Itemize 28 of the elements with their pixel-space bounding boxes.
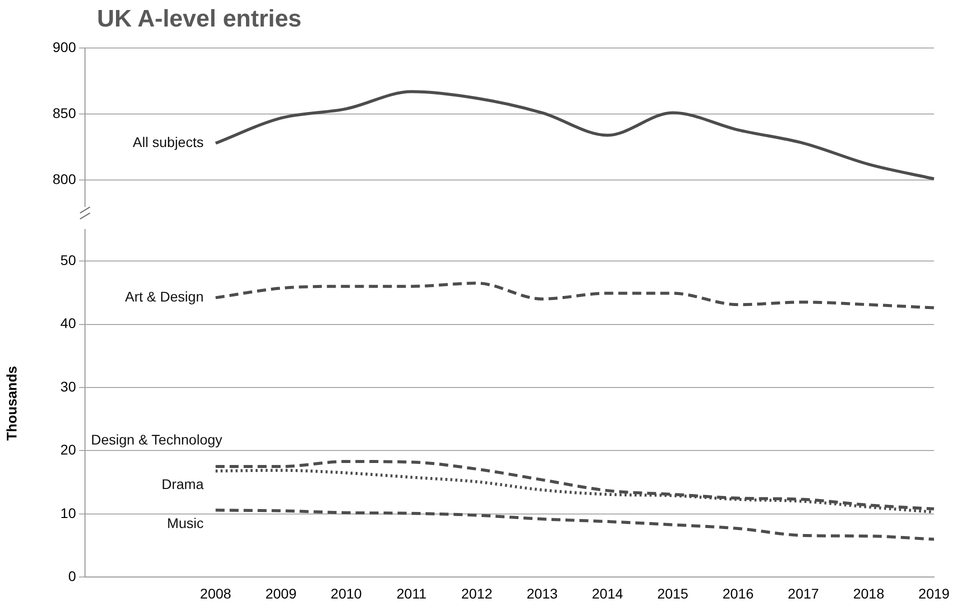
chart-title: UK A-level entries	[97, 6, 302, 33]
y-tick-label: 40	[60, 315, 76, 332]
y-axis-title: Thousands	[3, 366, 20, 441]
series-label: Drama	[162, 476, 204, 492]
series-label: All subjects	[132, 134, 204, 150]
x-tick-label: 2013	[526, 585, 558, 602]
x-tick-label: 2012	[461, 585, 493, 602]
y-tick-label: 20	[60, 442, 76, 458]
x-tick-label: 2017	[788, 585, 820, 602]
y-tick-label: 900	[52, 38, 76, 55]
x-tick-label: 2014	[592, 585, 624, 602]
x-tick-label: 2016	[722, 585, 754, 602]
x-tick-label: 2011	[396, 585, 427, 602]
y-tick-label: 800	[52, 171, 76, 188]
y-tick-label: 850	[52, 104, 76, 121]
y-tick-label: 30	[60, 378, 76, 394]
x-tick-label: 2008	[200, 585, 232, 602]
y-tick-label: 0	[68, 568, 76, 584]
series-label: Art & Design	[125, 288, 204, 305]
x-tick-label: 2010	[330, 585, 362, 602]
series-label: Music	[167, 515, 204, 532]
x-tick-label: 2009	[265, 585, 297, 602]
x-tick-label: 2018	[853, 585, 884, 602]
x-tick-label: 2019	[918, 585, 950, 602]
y-tick-label: 50	[60, 252, 76, 268]
y-tick-label: 10	[60, 504, 76, 521]
x-tick-label: 2015	[657, 585, 689, 602]
series-label: Design & Technology	[91, 431, 222, 448]
